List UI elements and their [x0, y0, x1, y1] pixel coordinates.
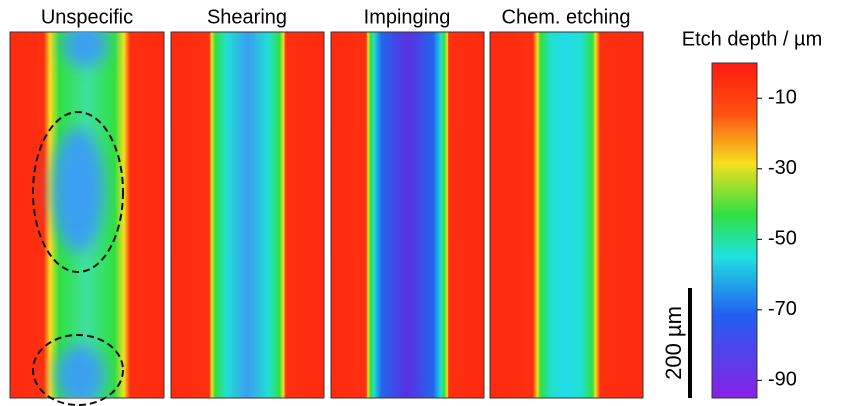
- colorbar-tick-label: -70: [768, 298, 797, 320]
- colorbar-tick-label: -90: [768, 369, 797, 391]
- colorbar-tick-label: -50: [768, 228, 797, 250]
- panel-title: Impinging: [364, 6, 451, 28]
- scale-bar: 200 µm: [661, 288, 690, 398]
- colorbar-title: Etch depth / µm: [682, 28, 822, 50]
- figure: Unspecific Shearing Impinging Chem. etch…: [0, 0, 856, 406]
- panel-title: Chem. etching: [502, 6, 631, 28]
- colorbar-tick-label: -30: [768, 157, 797, 179]
- panel: Impinging: [331, 6, 484, 398]
- panel-image: [171, 32, 324, 398]
- panel: Unspecific: [10, 6, 164, 405]
- panel-image: [331, 32, 484, 398]
- colorbar: Etch depth / µm -10 -30 -50 -70 -90: [682, 28, 822, 398]
- panel-title: Shearing: [207, 6, 287, 28]
- panel-title: Unspecific: [41, 6, 133, 28]
- colorbar-tick-label: -10: [768, 87, 797, 109]
- panel: Chem. etching: [490, 6, 643, 398]
- panel-image: [490, 32, 643, 398]
- scale-bar-label: 200 µm: [661, 306, 686, 380]
- colorbar-gradient: [712, 63, 757, 398]
- panel: Shearing: [171, 6, 324, 398]
